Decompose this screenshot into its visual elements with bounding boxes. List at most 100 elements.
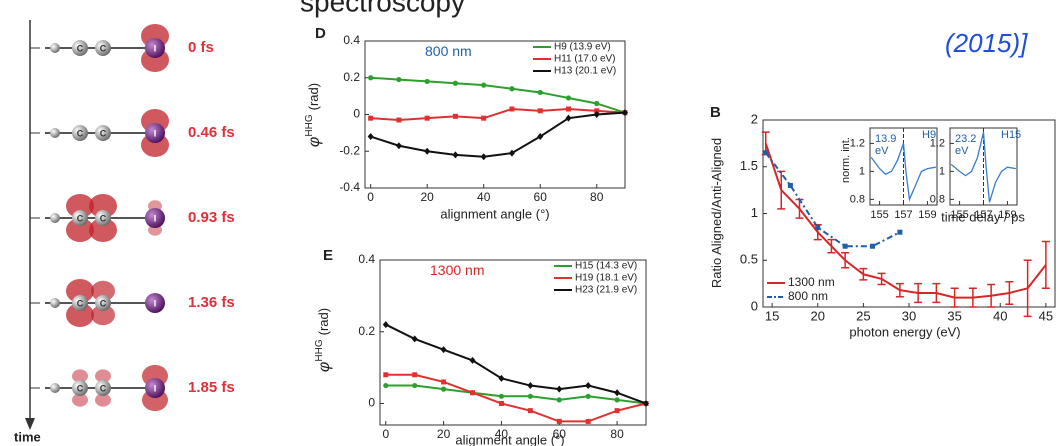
y-tick-label: 1.2 xyxy=(930,137,945,149)
data-point xyxy=(787,182,793,188)
data-point xyxy=(424,115,430,121)
legend-label: H15 (14.3 eV) xyxy=(575,261,637,272)
series-line xyxy=(764,152,901,248)
atom xyxy=(72,210,88,226)
error-bar xyxy=(1041,240,1050,290)
x-tick-label: 155 xyxy=(870,209,888,221)
atom-label: C xyxy=(77,128,84,138)
orbital-lobe xyxy=(66,279,94,303)
data-point xyxy=(509,106,515,112)
x-tick-label: 159 xyxy=(998,209,1016,221)
series-line xyxy=(870,143,936,202)
data-point xyxy=(367,133,374,141)
y-tick-label: 0.2 xyxy=(358,324,375,338)
atom xyxy=(95,125,111,141)
time-snapshot-label: 0.46 fs xyxy=(188,124,235,141)
annotation: 23.2 eV xyxy=(955,133,976,157)
y-tick-label: 0.4 xyxy=(358,252,375,266)
data-point xyxy=(527,408,533,414)
time-label: time xyxy=(14,429,41,444)
x-tick-label: 80 xyxy=(590,190,604,204)
data-point xyxy=(424,147,431,155)
orbital-lobe xyxy=(91,280,115,302)
y-label-unit: (rad) xyxy=(306,83,321,110)
series-line xyxy=(370,111,626,158)
chart-panel: 155 157 159 0.8 1 1.2 13.9 eV H9 norm. int. xyxy=(840,127,938,221)
atom-label: I xyxy=(154,213,157,223)
y-label-unit: (rad) xyxy=(316,308,331,335)
x-tick-label: 80 xyxy=(610,427,624,441)
data-point xyxy=(396,76,402,83)
y-tick-label: 1 xyxy=(939,165,945,177)
chart-panel: 0 20 40 60 80 -0.4 -0.2 0 0.2 0.4 D 800 nm alignment… xyxy=(304,25,628,221)
data-point xyxy=(498,374,505,382)
error-bar xyxy=(777,170,786,210)
data-point xyxy=(815,225,821,231)
data-point xyxy=(481,115,487,121)
data-point xyxy=(622,109,628,117)
data-point xyxy=(870,243,875,249)
legend-label: 1300 nm xyxy=(788,275,835,289)
h-atom xyxy=(50,383,60,393)
atom xyxy=(145,378,165,398)
error-bar xyxy=(877,272,886,286)
x-tick-label: 0 xyxy=(382,427,389,441)
atom xyxy=(95,380,111,396)
x-tick-label: 40 xyxy=(495,427,509,441)
atom xyxy=(95,40,111,56)
data-point xyxy=(396,117,402,123)
x-tick-label: 60 xyxy=(534,190,548,204)
data-point xyxy=(480,153,487,161)
data-point xyxy=(537,133,544,141)
data-point xyxy=(565,114,572,122)
orbital-lobe xyxy=(89,194,117,218)
inset-label: H9 xyxy=(922,129,936,141)
atom xyxy=(145,123,165,143)
y-label-symbol: Ratio Aligned/Anti-Aligned xyxy=(709,138,724,288)
orbital-lobe xyxy=(66,194,94,218)
atom xyxy=(145,293,165,313)
data-point xyxy=(594,100,600,107)
atom xyxy=(95,210,111,226)
atom-label: C xyxy=(100,128,107,138)
y-axis-label: φHHG (rad) xyxy=(304,83,324,147)
data-point xyxy=(368,75,374,81)
annotation-value: 13.9 xyxy=(875,133,896,145)
y-tick-label: 0.2 xyxy=(343,70,360,84)
y-label-symbol: φ xyxy=(316,362,333,372)
data-point xyxy=(585,382,592,390)
y-label-sup: HHG xyxy=(314,339,325,361)
annotation: 1300 nm xyxy=(430,262,484,278)
y-tick-label: -0.2 xyxy=(339,143,360,157)
atom xyxy=(72,295,88,311)
atom xyxy=(145,208,165,228)
error-bar xyxy=(1023,259,1032,318)
orbital-lobe xyxy=(72,369,88,383)
data-point xyxy=(585,418,591,424)
data-point xyxy=(383,372,389,378)
header-text: spectroscopy xyxy=(300,0,465,17)
data-point xyxy=(556,418,562,424)
data-point xyxy=(452,80,459,86)
panel-label: E xyxy=(323,247,333,264)
error-bar xyxy=(827,238,836,254)
error-bar xyxy=(968,287,977,308)
atom-label: C xyxy=(100,43,107,53)
error-bar xyxy=(932,282,941,304)
x-axis-label: alignment angle (°) xyxy=(455,432,564,446)
y-tick-label: 0.5 xyxy=(740,252,758,267)
data-point xyxy=(643,399,649,407)
data-point xyxy=(527,393,533,399)
series-line xyxy=(370,107,626,122)
x-tick-label: 20 xyxy=(437,427,451,441)
data-point xyxy=(382,321,389,329)
data-point xyxy=(508,149,515,157)
orbital-lobe xyxy=(66,303,94,327)
atom-label: C xyxy=(100,298,107,308)
series-line xyxy=(950,132,1016,203)
legend-label: H19 (18.1 eV) xyxy=(575,273,637,284)
chart-panel: 0 20 40 60 80 0 0.2 0.4 E 1300 nm alignment angle … xyxy=(314,247,649,446)
atom-label: I xyxy=(154,298,157,308)
inset-label: H15 xyxy=(1001,129,1021,141)
